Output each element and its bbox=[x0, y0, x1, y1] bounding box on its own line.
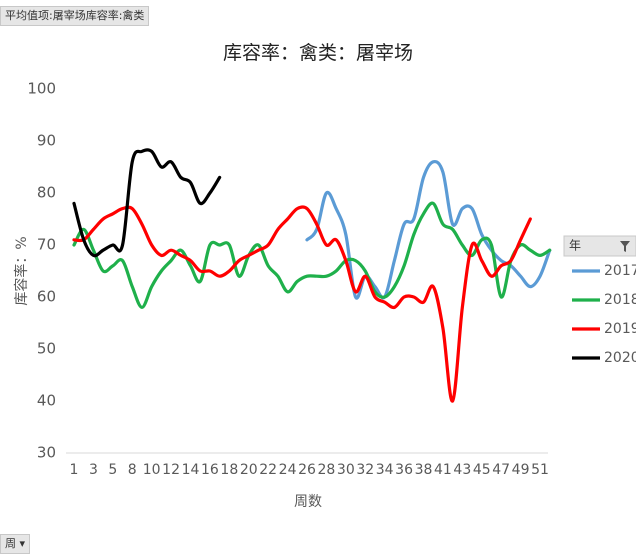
x-tick-label: 22 bbox=[259, 462, 277, 478]
x-tick-label: 51 bbox=[531, 462, 549, 478]
y-tick-label: 40 bbox=[37, 392, 56, 410]
x-tick-label: 8 bbox=[128, 462, 137, 478]
x-tick-label: 10 bbox=[143, 462, 161, 478]
y-tick-label: 60 bbox=[37, 288, 56, 306]
axis-field-label: 周 bbox=[5, 537, 16, 550]
series-line bbox=[72, 201, 552, 309]
x-tick-label: 43 bbox=[453, 462, 471, 478]
y-axis-label: 库容率：% bbox=[13, 236, 30, 305]
series-line bbox=[72, 205, 532, 403]
value-field-button[interactable]: 平均值项:屠宰场库容率:禽类 bbox=[0, 6, 150, 26]
x-tick-label: 1 bbox=[70, 462, 79, 478]
legend-label: 2018 bbox=[604, 292, 636, 308]
legend-title-box[interactable] bbox=[563, 235, 636, 257]
x-tick-label: 18 bbox=[220, 462, 238, 478]
x-tick-label: 32 bbox=[356, 462, 374, 478]
y-tick-label: 50 bbox=[37, 340, 56, 358]
x-tick-label: 3 bbox=[89, 462, 98, 478]
axis-field-button[interactable]: 周 ▾ bbox=[0, 534, 31, 554]
legend-title: 年 bbox=[569, 239, 581, 253]
chart-title: 库容率：禽类：屠宰场 bbox=[223, 42, 413, 64]
x-tick-label: 41 bbox=[434, 462, 452, 478]
legend-label: 2020 bbox=[604, 350, 636, 366]
y-tick-label: 80 bbox=[37, 184, 56, 202]
series-line bbox=[305, 159, 552, 300]
x-tick-label: 36 bbox=[395, 462, 413, 478]
x-tick-label: 12 bbox=[162, 462, 180, 478]
x-tick-label: 5 bbox=[108, 462, 117, 478]
legend-label: 2017 bbox=[604, 263, 636, 279]
chart: 库容率：禽类：屠宰场 库容率：% 周数 年 30 40 50 60 70 80 90 100 1… bbox=[13, 42, 636, 510]
x-tick-label: 16 bbox=[201, 462, 219, 478]
y-tick-label: 30 bbox=[37, 444, 56, 462]
x-tick-label: 14 bbox=[182, 462, 200, 478]
x-axis-label: 周数 bbox=[294, 494, 322, 510]
y-tick-label: 90 bbox=[37, 132, 56, 150]
filter-icon[interactable] bbox=[620, 241, 630, 252]
x-tick-label: 49 bbox=[512, 462, 530, 478]
x-tick-label: 24 bbox=[279, 462, 297, 478]
x-tick-label: 28 bbox=[318, 462, 336, 478]
x-tick-label: 34 bbox=[376, 462, 394, 478]
x-tick-label: 20 bbox=[240, 462, 258, 478]
x-tick-label: 26 bbox=[298, 462, 316, 478]
x-tick-label: 47 bbox=[492, 462, 510, 478]
y-tick-label: 70 bbox=[37, 236, 56, 254]
series-line bbox=[72, 148, 222, 258]
legend-label: 2019 bbox=[604, 321, 636, 337]
x-tick-label: 38 bbox=[415, 462, 433, 478]
y-tick-label: 100 bbox=[27, 80, 56, 98]
x-tick-label: 30 bbox=[337, 462, 355, 478]
x-tick-label: 45 bbox=[473, 462, 491, 478]
